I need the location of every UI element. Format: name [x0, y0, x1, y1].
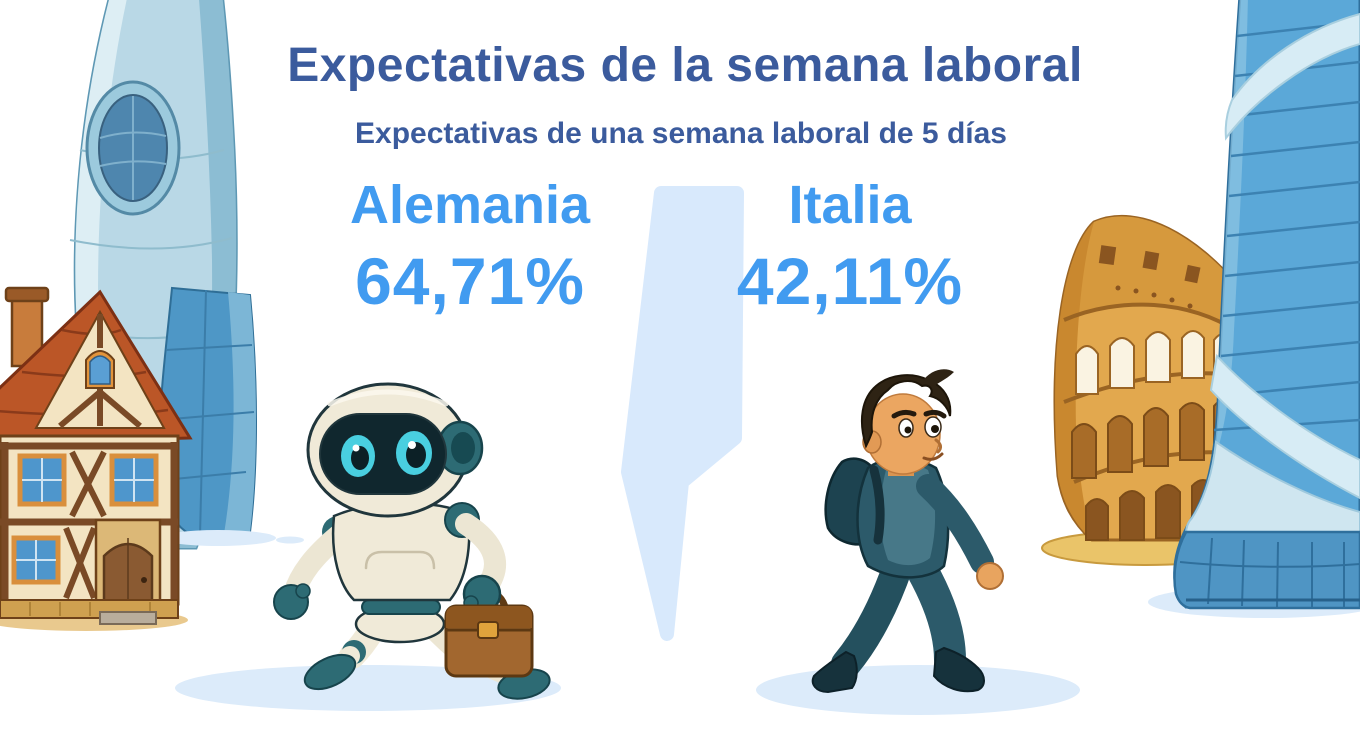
percentage-italy: 42,11%	[736, 244, 964, 318]
page-title: Expectativas de la semana laboral	[287, 39, 1083, 92]
house-windows	[11, 453, 159, 585]
glass-tower-left-base	[158, 286, 257, 540]
page-subtitle: Expectativas de una semana laboral de 5 …	[355, 117, 1007, 150]
stat-italy: Italia 42,11%	[737, 178, 963, 314]
spiral-ribbon-lower	[1209, 353, 1360, 500]
colosseum-illustration	[1041, 214, 1251, 566]
country-label-italy: Italia	[788, 175, 912, 235]
tower-ground-shadow	[160, 530, 276, 546]
twisted-tower-illustration	[1173, 0, 1360, 610]
german-house-illustration	[0, 286, 193, 631]
robot-illustration	[273, 382, 551, 700]
walking-man-illustration	[811, 369, 1004, 694]
man-ground-shadow	[756, 665, 1080, 715]
percentage-germany: 64,71%	[355, 244, 585, 318]
lightning-divider-icon	[621, 186, 744, 641]
briefcase-icon	[444, 604, 534, 678]
spiral-ribbon-top	[1224, 12, 1360, 141]
robot-eyes	[341, 431, 432, 477]
colosseum-arches-top	[1075, 330, 1233, 395]
man-hair	[860, 374, 952, 449]
stat-germany: Alemania 64,71%	[350, 178, 590, 314]
ground-shadow-dash	[276, 536, 304, 544]
country-label-germany: Alemania	[349, 175, 591, 235]
